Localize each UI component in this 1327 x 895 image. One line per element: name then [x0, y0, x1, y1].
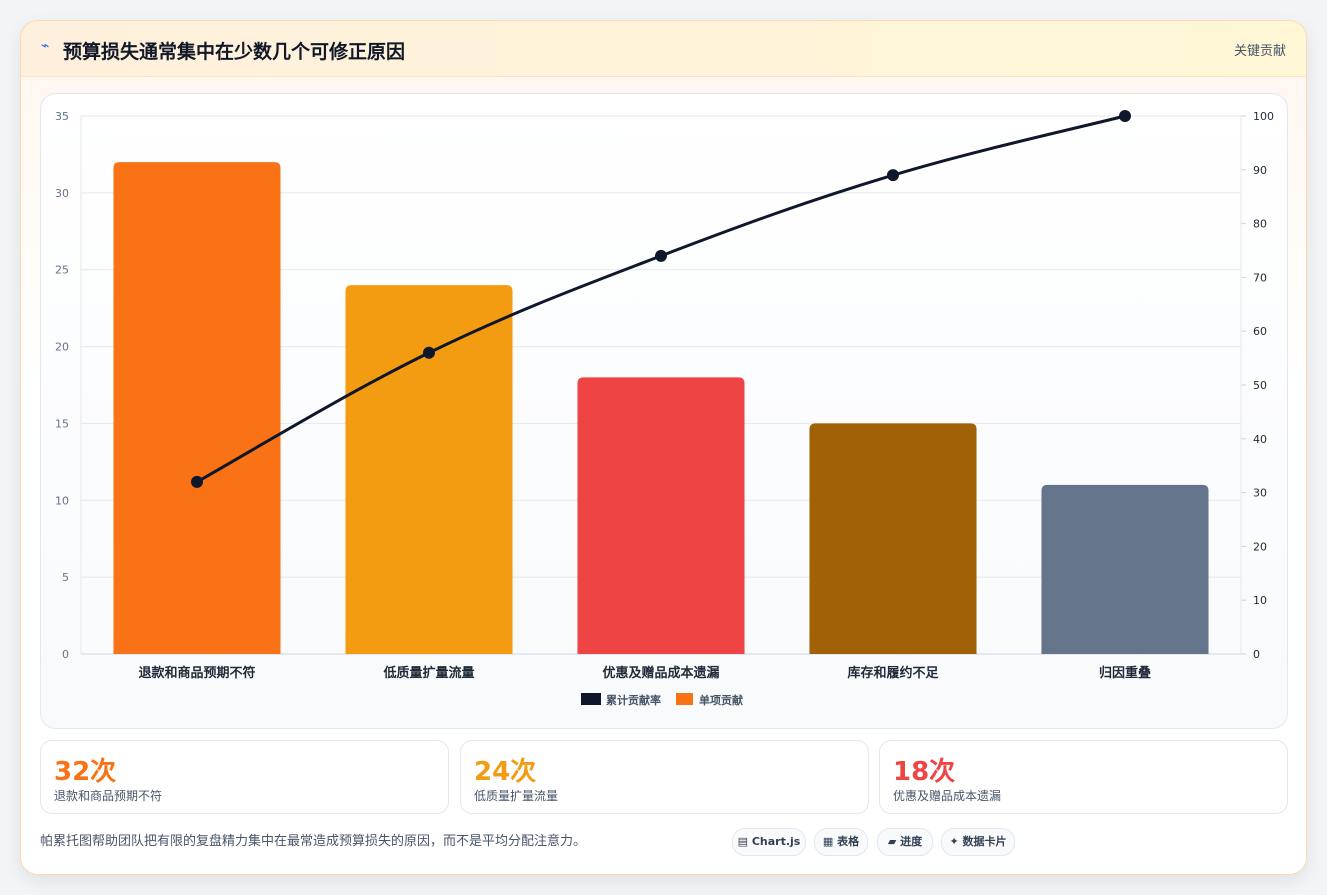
y-right-tick-label: 90 — [1253, 164, 1267, 177]
cumulative-point — [191, 475, 203, 488]
legend-label: 累计贡献率 — [606, 693, 661, 707]
y-left-tick-label: 15 — [55, 417, 69, 430]
stat-card-2: 24次 低质量扩量流量 — [460, 740, 869, 814]
y-right-tick-label: 10 — [1253, 594, 1267, 607]
y-left-tick-label: 30 — [55, 187, 69, 200]
y-left-tick-label: 20 — [55, 341, 69, 354]
chip-table[interactable]: ▦ 表格 — [814, 828, 868, 856]
stat-card-1: 32次 退款和商品预期不符 — [40, 740, 449, 814]
stat-label: 退款和商品预期不符 — [54, 789, 163, 803]
legend-label: 单项贡献 — [699, 693, 743, 707]
chip-data-cards[interactable]: ✦ 数据卡片 — [941, 828, 1015, 856]
y-right-tick-label: 30 — [1253, 487, 1267, 500]
chart-panel: 0 5 10 15 20 25 30 35 0 10 20 30 40 50 60 70 80 90 100 退款和商… — [40, 93, 1288, 729]
y-right-tick-label: 60 — [1253, 325, 1267, 338]
y-left-tick-label: 5 — [62, 571, 69, 584]
stat-card-3: 18次 优惠及赠品成本遗漏 — [879, 740, 1288, 814]
chart-card: ⌁ 预算损失通常集中在少数几个可修正原因 关键贡献 0 5 10 15 20 25 30 35… — [20, 20, 1307, 875]
y-left-tick-label: 25 — [55, 264, 69, 277]
y-left-tick-label: 0 — [62, 648, 69, 661]
chip-chartjs[interactable]: ▤ Chart.js — [732, 828, 806, 856]
cumulative-point — [655, 249, 667, 262]
x-category-label: 库存和履约不足 — [847, 665, 939, 681]
y-right-tick-label: 70 — [1253, 271, 1267, 284]
lightning-icon: ⌁ — [41, 38, 50, 54]
bar — [577, 377, 745, 654]
x-category-label: 退款和商品预期不符 — [138, 665, 255, 681]
x-category-label: 低质量扩量流量 — [382, 665, 474, 681]
pareto-chart: 0 5 10 15 20 25 30 35 0 10 20 30 40 50 60 70 80 90 100 退款和商… — [55, 110, 1274, 707]
legend-swatch — [676, 693, 693, 705]
stat-value: 24次 — [474, 757, 537, 787]
y-right-tick-label: 20 — [1253, 540, 1267, 553]
cumulative-point — [423, 346, 435, 359]
y-right-tick-label: 0 — [1253, 648, 1260, 661]
y-left-tick-label: 10 — [55, 494, 69, 507]
y-left-tick-label: 35 — [55, 110, 69, 123]
x-category-label: 归因重叠 — [1099, 665, 1151, 681]
bar — [809, 423, 977, 654]
y-right-tick-label: 40 — [1253, 433, 1267, 446]
y-right-tick-label: 100 — [1253, 110, 1274, 123]
stat-value: 32次 — [54, 757, 117, 787]
bar — [1041, 484, 1209, 654]
bar — [113, 162, 281, 654]
chip-progress[interactable]: ▰ 进度 — [877, 828, 933, 856]
legend-swatch — [581, 693, 601, 705]
bar — [345, 285, 513, 654]
stat-value: 18次 — [893, 757, 956, 787]
cumulative-point — [1119, 110, 1131, 122]
stat-label: 优惠及赠品成本遗漏 — [893, 789, 1002, 803]
stat-label: 低质量扩量流量 — [474, 789, 559, 803]
footnote: 帕累托图帮助团队把有限的复盘精力集中在最常造成预算损失的原因，而不是平均分配注意… — [40, 834, 587, 849]
header-tag: 关键贡献 — [1233, 44, 1286, 59]
cumulative-point — [887, 169, 899, 182]
x-category-label: 优惠及赠品成本遗漏 — [602, 665, 719, 681]
y-right-tick-label: 80 — [1253, 218, 1267, 231]
card-title: 预算损失通常集中在少数几个可修正原因 — [63, 41, 406, 63]
y-right-tick-label: 50 — [1253, 379, 1267, 392]
card-header: ⌁ 预算损失通常集中在少数几个可修正原因 关键贡献 — [21, 21, 1306, 77]
